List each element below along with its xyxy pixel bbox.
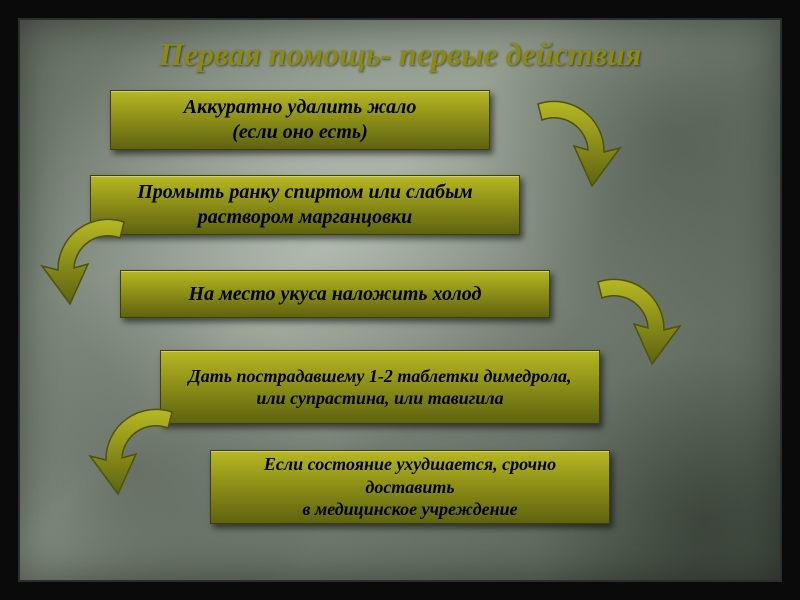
- flow-arrow-2: [34, 200, 154, 320]
- step-text-4: Дать пострадавшему 1-2 таблетки димедрол…: [173, 365, 587, 410]
- step-box-5: Если состояние ухудшается, срочно достав…: [210, 450, 610, 524]
- step-text-1: Аккуратно удалить жало(если оно есть): [184, 95, 417, 145]
- slide-title: Первая помощь- первые действия: [20, 36, 780, 73]
- step-text-2: Промыть ранку спиртом или слабым раствор…: [103, 180, 507, 230]
- step-box-4: Дать пострадавшему 1-2 таблетки димедрол…: [160, 350, 600, 424]
- step-text-3: На место укуса наложить холод: [189, 282, 482, 307]
- step-box-2: Промыть ранку спиртом или слабым раствор…: [90, 175, 520, 235]
- slide-canvas: Первая помощь- первые действия Аккуратно…: [18, 18, 782, 582]
- step-box-3: На место укуса наложить холод: [120, 270, 550, 318]
- flow-arrow-3: [568, 260, 688, 380]
- step-box-1: Аккуратно удалить жало(если оно есть): [110, 90, 490, 150]
- slide-frame: Первая помощь- первые действия Аккуратно…: [0, 0, 800, 600]
- step-text-5: Если состояние ухудшается, срочно достав…: [223, 453, 597, 521]
- flow-arrow-1: [508, 82, 628, 202]
- flow-arrow-4: [82, 390, 202, 510]
